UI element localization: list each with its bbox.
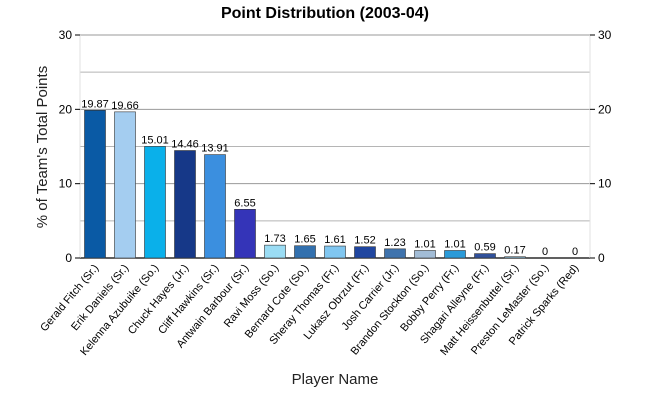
data-label: 15.01 [141, 134, 169, 146]
data-label: 13.91 [201, 143, 229, 155]
data-label: 1.01 [444, 238, 465, 250]
bar [414, 250, 436, 259]
bar [354, 246, 376, 259]
y-axis-right-ticks: 0 10 20 30 [590, 28, 612, 265]
y-axis-left-ticks: 0 10 20 30 [59, 28, 80, 265]
bar [234, 209, 256, 259]
bars [84, 109, 526, 259]
data-label: 1.01 [414, 238, 435, 250]
bar [174, 150, 196, 259]
bar [84, 109, 106, 259]
data-label: 6.55 [234, 197, 255, 209]
bar [474, 253, 496, 259]
y-tick-label-right: 20 [598, 102, 612, 116]
bar [264, 244, 286, 259]
bar [504, 256, 526, 259]
y-tick-label-right: 10 [598, 177, 612, 191]
data-labels: 19.87 19.66 15.01 14.46 13.91 6.55 1.73 1.65 1.6… [81, 98, 578, 258]
y-tick-label-left: 0 [65, 251, 72, 265]
y-tick-label-left: 20 [59, 102, 73, 116]
data-label: 19.87 [81, 98, 109, 110]
bar [144, 146, 166, 259]
y-tick-label-left: 10 [59, 177, 73, 191]
bar [384, 248, 406, 259]
data-label: 1.65 [294, 234, 315, 246]
bar [114, 111, 136, 259]
bar [444, 250, 466, 259]
chart-title: Point Distribution (2003-04) [221, 5, 429, 22]
data-label: 0 [572, 246, 578, 258]
data-label: 0.59 [474, 242, 495, 254]
data-label: 0.17 [504, 245, 525, 257]
bar [294, 245, 316, 259]
y-tick-label-right: 0 [598, 251, 605, 265]
category-labels: Gerald Fitch (Sr.)Erik Daniels (Sr.)Kele… [38, 262, 581, 358]
data-label: 19.66 [111, 100, 139, 112]
data-label: 1.23 [384, 237, 405, 249]
data-label: 0 [542, 246, 548, 258]
data-label: 14.46 [171, 139, 199, 151]
data-label: 1.73 [264, 233, 285, 245]
y-axis-label: % of Team's Total Points [34, 66, 51, 228]
data-label: 1.52 [354, 235, 375, 247]
y-tick-label-left: 30 [59, 28, 73, 42]
y-tick-label-right: 30 [598, 28, 612, 42]
bar [324, 245, 346, 259]
data-label: 1.61 [324, 234, 345, 246]
x-axis-label: Player Name [292, 371, 379, 388]
category-label: Ravi Moss (So.) [222, 262, 281, 330]
bar [204, 154, 226, 259]
